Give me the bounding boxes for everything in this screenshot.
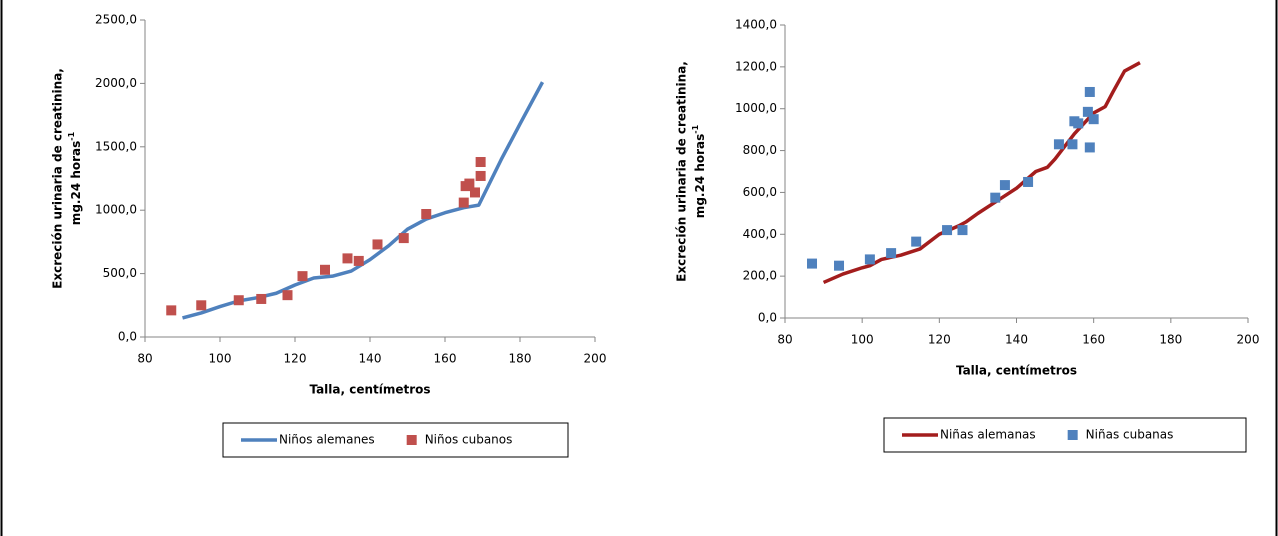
x-tick-label: 120 <box>928 333 951 347</box>
scatter-point <box>256 293 267 304</box>
legend-label: Niños alemanes <box>279 433 375 447</box>
scatter-point <box>807 258 818 269</box>
scatter-point <box>1082 106 1093 117</box>
y-tick-label: 200,0 <box>743 269 777 283</box>
scatter-point <box>957 225 968 236</box>
y-axis-title-line: mg.24 horas-1 <box>67 131 83 225</box>
y-tick-label: 1000,0 <box>95 203 137 217</box>
x-tick-label: 160 <box>434 352 457 366</box>
scatter-point <box>999 180 1010 191</box>
legend-swatch <box>1067 430 1078 440</box>
scatter-point <box>864 254 875 265</box>
y-tick-label: 800,0 <box>743 143 777 157</box>
line-series <box>182 81 545 320</box>
legend <box>222 422 569 458</box>
y-tick-label: 0,0 <box>758 311 777 325</box>
y-tick-label: 500,0 <box>103 266 137 280</box>
scatter-point <box>1053 139 1064 150</box>
scatter-point <box>1067 139 1078 150</box>
y-tick-label: 2000,0 <box>95 76 137 90</box>
y-axis-title: Excreción urinaria de creatinina, mg.24 h… <box>51 68 83 289</box>
y-tick-label: 600,0 <box>743 185 777 199</box>
scatter-point <box>990 192 1001 203</box>
scatter-point <box>1084 142 1095 153</box>
x-tick-label: 100 <box>209 352 232 366</box>
y-tick-label: 1400,0 <box>735 18 777 32</box>
scatter-point <box>372 239 383 250</box>
scatter-point <box>1073 118 1084 129</box>
scatter-point <box>233 295 244 306</box>
scatter-point <box>470 187 480 198</box>
legend-label: Niños cubanos <box>425 433 513 447</box>
y-tick-label: 1200,0 <box>735 59 777 73</box>
legend-label: Niñas cubanas <box>1086 428 1174 442</box>
scatter-point <box>342 253 353 264</box>
scatter-point <box>458 197 469 208</box>
scatter-point <box>421 209 432 220</box>
x-tick-label: 120 <box>284 352 307 366</box>
x-axis-title: Talla, centímetros <box>956 364 1077 378</box>
scatter-point <box>886 248 897 259</box>
scatter-point <box>475 157 486 168</box>
y-axis-title-line: mg.24 horas-1 <box>691 124 707 218</box>
scatter-point <box>297 271 308 282</box>
y-axis-title-sup: -1 <box>691 124 700 133</box>
scatter-point <box>166 305 177 316</box>
legend-label: Niñas alemanas <box>940 428 1036 442</box>
scatter-point <box>196 300 207 311</box>
x-tick-label: 100 <box>851 333 874 347</box>
x-tick-label: 200 <box>584 352 607 366</box>
y-tick-label: 0,0 <box>118 330 137 344</box>
scatter-point <box>1084 86 1095 97</box>
scatter-point <box>1023 176 1034 187</box>
scatter-point <box>464 178 475 189</box>
scatter-point <box>353 255 364 266</box>
y-tick-label: 1500,0 <box>95 139 137 153</box>
x-tick-label: 140 <box>359 352 382 366</box>
x-tick-label: 180 <box>1159 333 1182 347</box>
legend <box>883 417 1247 453</box>
y-tick-label: 400,0 <box>743 227 777 241</box>
y-axis-title-line: Excreción urinaria de creatinina, <box>675 61 689 282</box>
y-axis-title: Excreción urinaria de creatinina, mg.24 h… <box>675 61 707 282</box>
y-axis-title-sup: -1 <box>67 131 76 140</box>
scatter-point <box>398 233 409 244</box>
scatter-point <box>1088 114 1099 125</box>
scatter-point <box>911 236 922 247</box>
y-axis-title-line: Excreción urinaria de creatinina, <box>51 68 65 289</box>
y-tick-label: 2500,0 <box>95 13 137 27</box>
y-axis-title-text: mg.24 horas <box>69 141 83 225</box>
scatter-point <box>320 264 330 275</box>
scatter-point <box>475 170 486 181</box>
x-tick-label: 80 <box>137 352 152 366</box>
scatter-point <box>942 225 953 236</box>
y-tick-label: 1000,0 <box>735 101 777 115</box>
x-axis-title: Talla, centímetros <box>309 383 430 397</box>
x-tick-label: 80 <box>777 333 792 347</box>
scatter-point <box>834 260 845 271</box>
x-tick-label: 180 <box>509 352 532 366</box>
x-tick-label: 160 <box>1082 333 1105 347</box>
scatter-point <box>282 290 293 301</box>
y-axis-title-text: mg.24 horas <box>693 134 707 218</box>
line-series <box>822 61 1141 285</box>
x-tick-label: 200 <box>1237 333 1260 347</box>
x-tick-label: 140 <box>1005 333 1028 347</box>
legend-swatch <box>406 435 417 445</box>
